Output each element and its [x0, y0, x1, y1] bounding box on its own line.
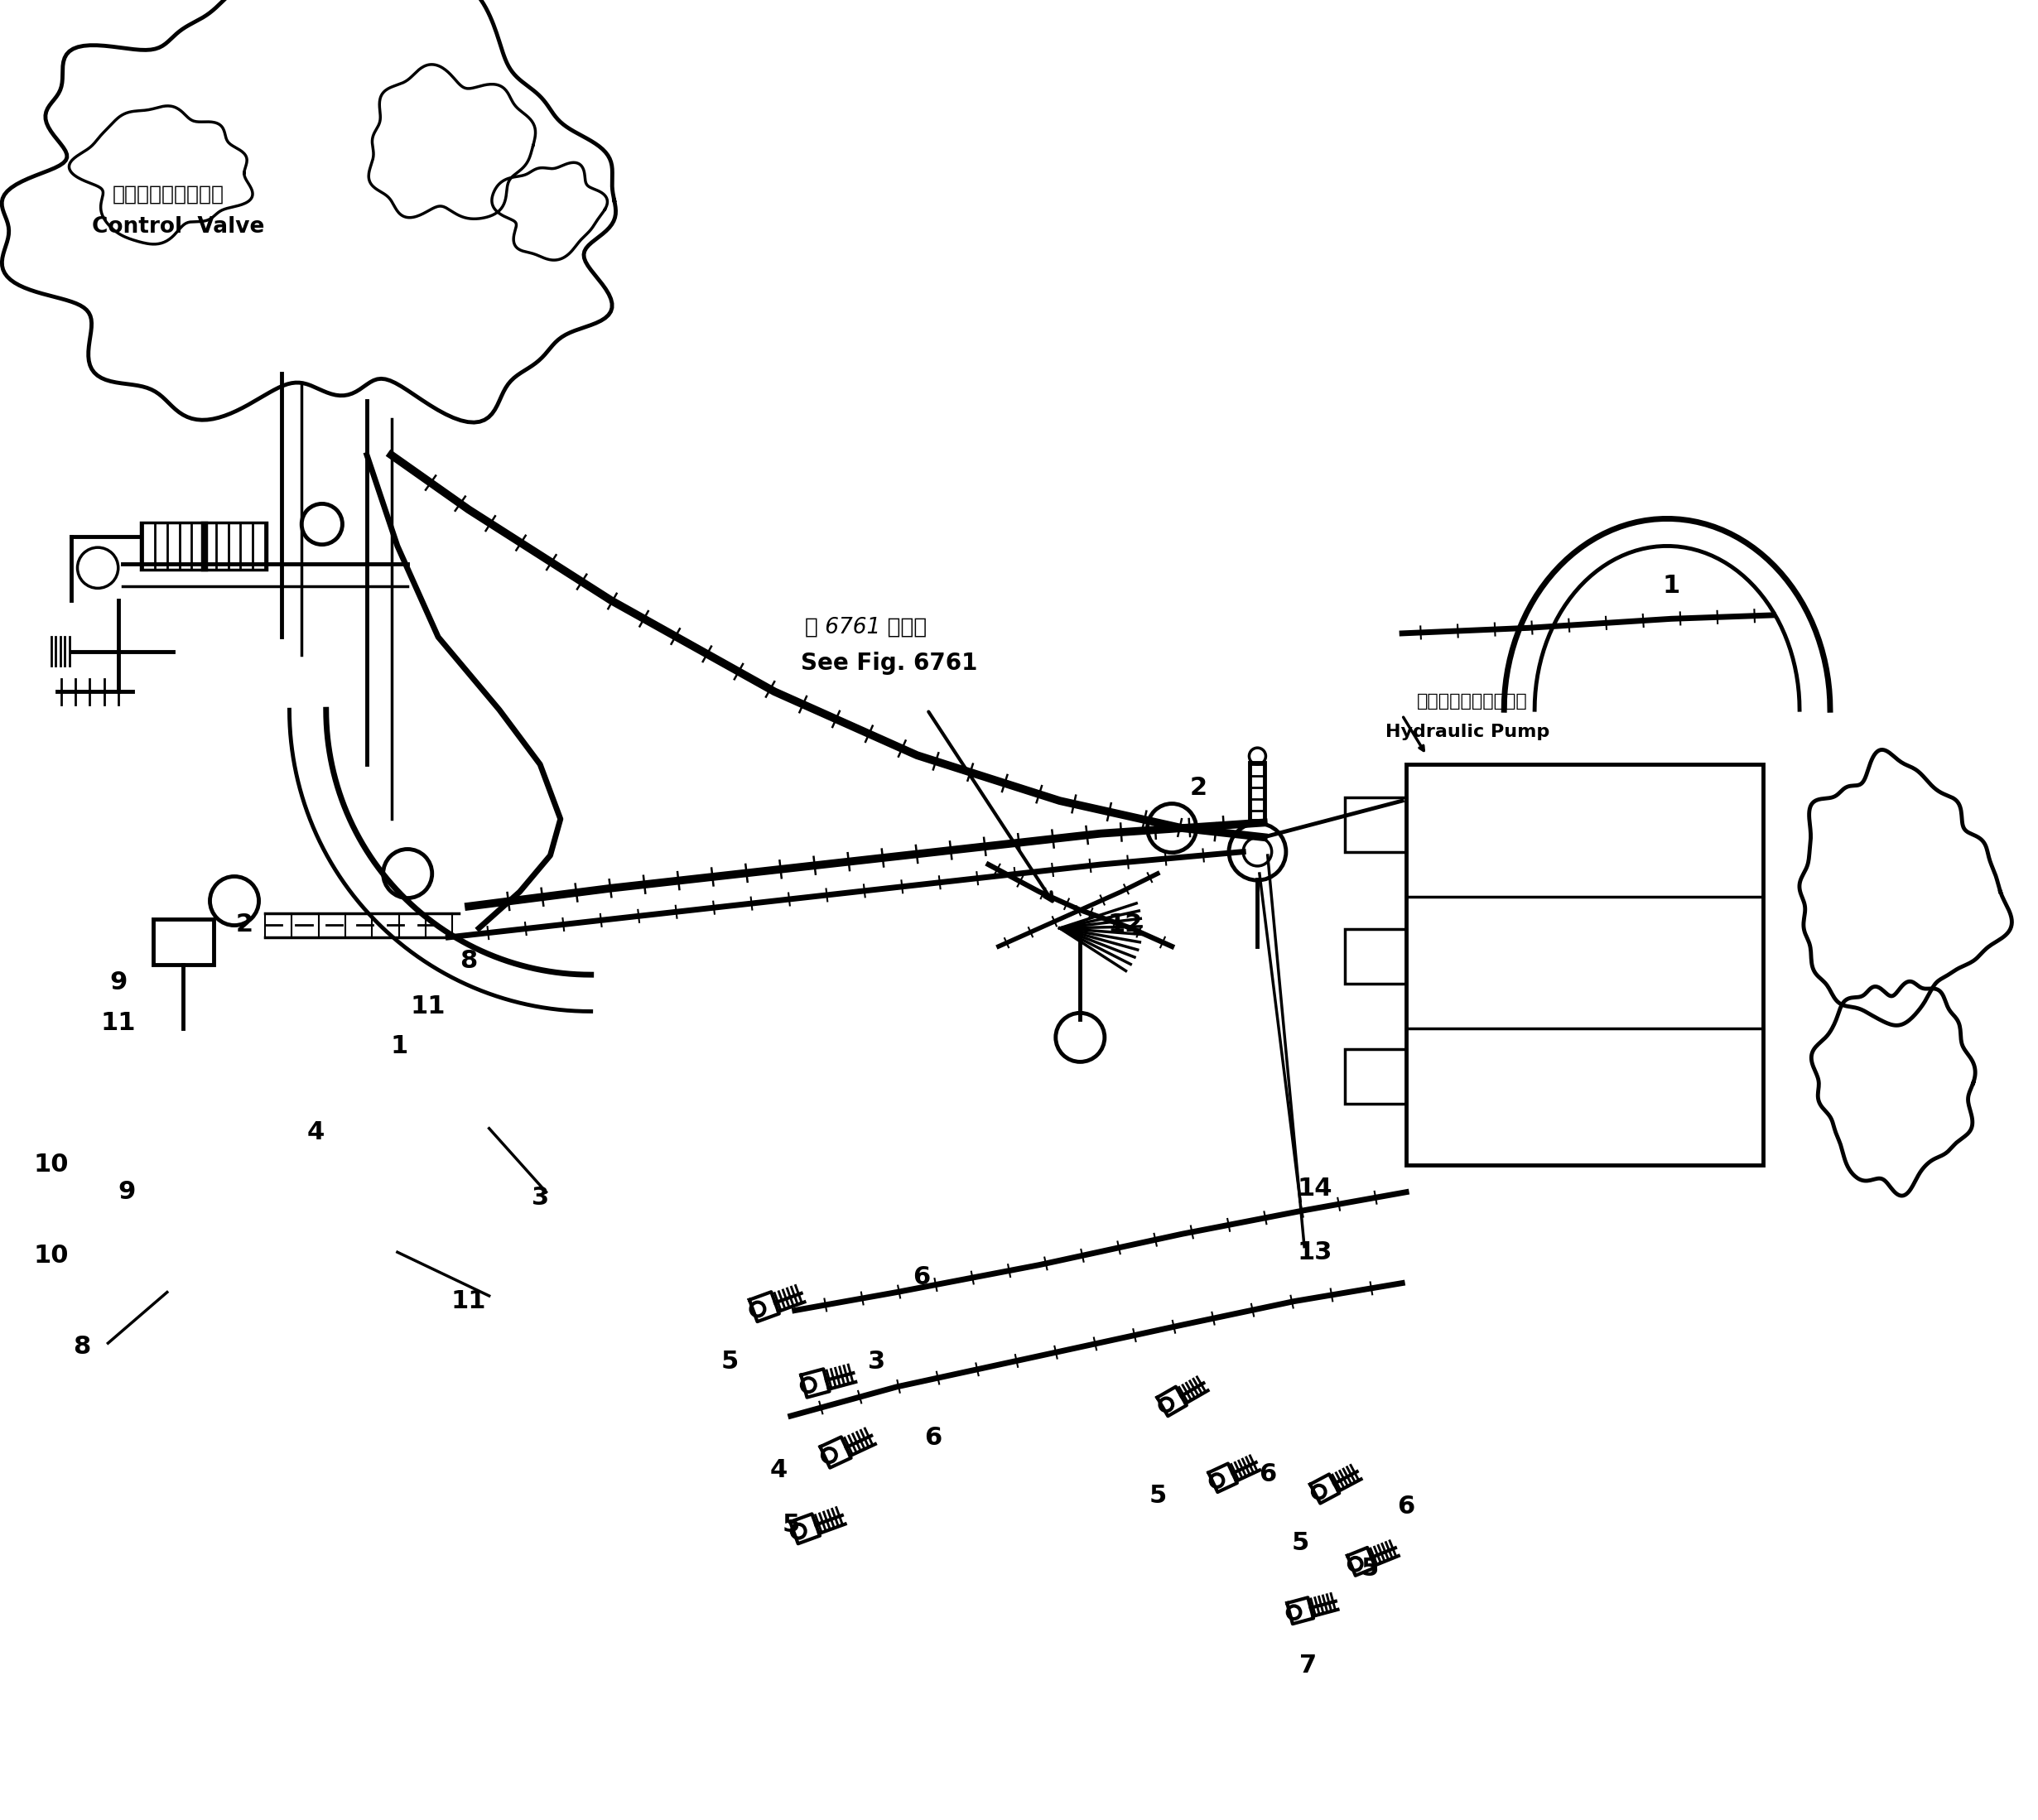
Text: 6: 6: [925, 1425, 942, 1451]
Text: 5: 5: [1361, 1556, 1378, 1582]
Text: 2: 2: [236, 912, 253, 937]
Text: ハイドロリックポンプ: ハイドロリックポンプ: [1416, 693, 1526, 710]
Bar: [1345, 930, 1406, 985]
Text: 11: 11: [450, 1289, 487, 1314]
Text: Control  Valve: Control Valve: [92, 217, 265, 238]
Bar: [153, 919, 214, 965]
Text: 8: 8: [461, 948, 477, 974]
Text: 9: 9: [118, 1179, 135, 1205]
Text: 6: 6: [1398, 1494, 1414, 1520]
Text: 6: 6: [1259, 1461, 1276, 1487]
Text: Hydraulic Pump: Hydraulic Pump: [1386, 724, 1551, 741]
Text: 11: 11: [410, 994, 446, 1019]
Text: 5: 5: [783, 1512, 799, 1538]
Text: 6: 6: [913, 1265, 929, 1290]
Text: 1: 1: [391, 1034, 408, 1059]
Text: 第 6761 図参照: 第 6761 図参照: [805, 617, 927, 639]
Bar: [141, 522, 206, 570]
Text: 5: 5: [1292, 1531, 1308, 1556]
Bar: [1406, 764, 1763, 1165]
Text: 1: 1: [1663, 573, 1679, 599]
Text: 4: 4: [308, 1119, 324, 1145]
Text: See Fig. 6761: See Fig. 6761: [801, 652, 978, 675]
Text: 3: 3: [868, 1349, 884, 1374]
Bar: [202, 522, 267, 570]
Text: 13: 13: [1296, 1239, 1333, 1265]
Text: 10: 10: [33, 1243, 69, 1269]
Bar: [1249, 763, 1266, 821]
Text: 8: 8: [73, 1334, 90, 1360]
Text: 7: 7: [1300, 1653, 1317, 1678]
Text: 4: 4: [770, 1458, 787, 1483]
Bar: [1345, 1050, 1406, 1105]
Text: 10: 10: [33, 1152, 69, 1178]
Text: 14: 14: [1296, 1176, 1333, 1201]
Text: 11: 11: [100, 1010, 137, 1036]
Text: 5: 5: [1149, 1483, 1166, 1509]
Text: 5: 5: [721, 1349, 738, 1374]
Text: コントロールバルブ: コントロールバルブ: [112, 184, 224, 204]
Text: 3: 3: [532, 1185, 548, 1210]
Text: 12: 12: [1107, 912, 1143, 937]
Bar: [1345, 797, 1406, 852]
Text: 9: 9: [110, 970, 126, 996]
Text: 2: 2: [1190, 775, 1206, 801]
